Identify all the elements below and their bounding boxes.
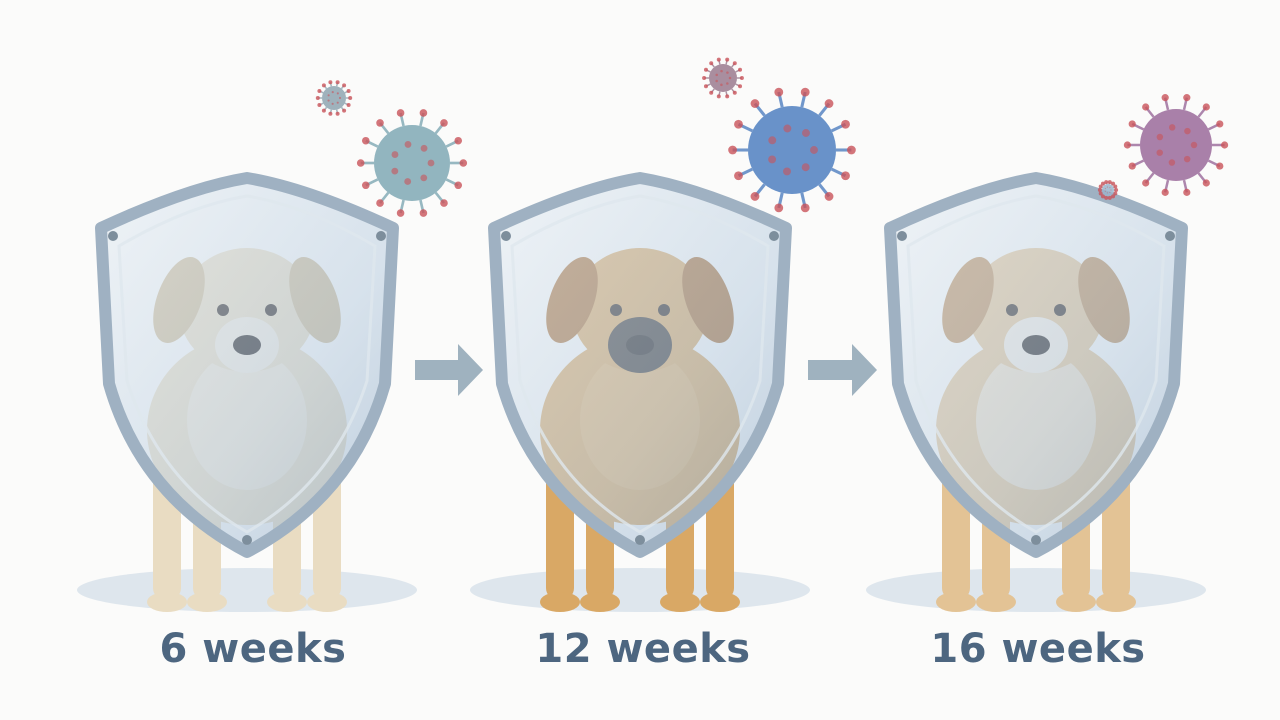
shield-rivet bbox=[376, 231, 386, 241]
dog-paw bbox=[307, 592, 347, 612]
virus-icon bbox=[1097, 180, 1119, 200]
ground-shadow bbox=[866, 568, 1206, 612]
virus-icon bbox=[728, 87, 856, 213]
shield-icon bbox=[488, 172, 792, 558]
dog-paw bbox=[976, 592, 1016, 612]
dog-paw bbox=[540, 592, 580, 612]
arrow-right-icon bbox=[415, 344, 483, 396]
ground-shadow bbox=[77, 568, 417, 612]
dog-paw bbox=[1096, 592, 1136, 612]
virus-icon bbox=[1123, 94, 1229, 196]
virus-icon bbox=[315, 80, 353, 116]
shield-rivet bbox=[242, 535, 252, 545]
shield-rivet bbox=[769, 231, 779, 241]
shield-rivet bbox=[635, 535, 645, 545]
ground-shadow bbox=[470, 568, 810, 612]
dog-paw bbox=[660, 592, 700, 612]
virus-icon bbox=[702, 57, 744, 99]
shield-rivet bbox=[108, 231, 118, 241]
stage-label-16-weeks: 16 weeks bbox=[930, 626, 1146, 672]
shield-icon bbox=[95, 172, 399, 558]
dog-paw bbox=[147, 592, 187, 612]
virus-icon bbox=[356, 109, 468, 217]
dog-paw bbox=[1056, 592, 1096, 612]
shield-rivet bbox=[1031, 535, 1041, 545]
arrow-right-icon bbox=[808, 344, 877, 396]
dog-paw bbox=[700, 592, 740, 612]
dog-paw bbox=[267, 592, 307, 612]
dog-paw bbox=[187, 592, 227, 612]
dog-paw bbox=[580, 592, 620, 612]
stage-label-12-weeks: 12 weeks bbox=[535, 626, 751, 672]
shield-icon bbox=[884, 172, 1188, 558]
shield-rivet bbox=[1165, 231, 1175, 241]
stage-label-6-weeks: 6 weeks bbox=[159, 626, 347, 672]
shield-rivet bbox=[897, 231, 907, 241]
shield-rivet bbox=[501, 231, 511, 241]
dog-paw bbox=[936, 592, 976, 612]
